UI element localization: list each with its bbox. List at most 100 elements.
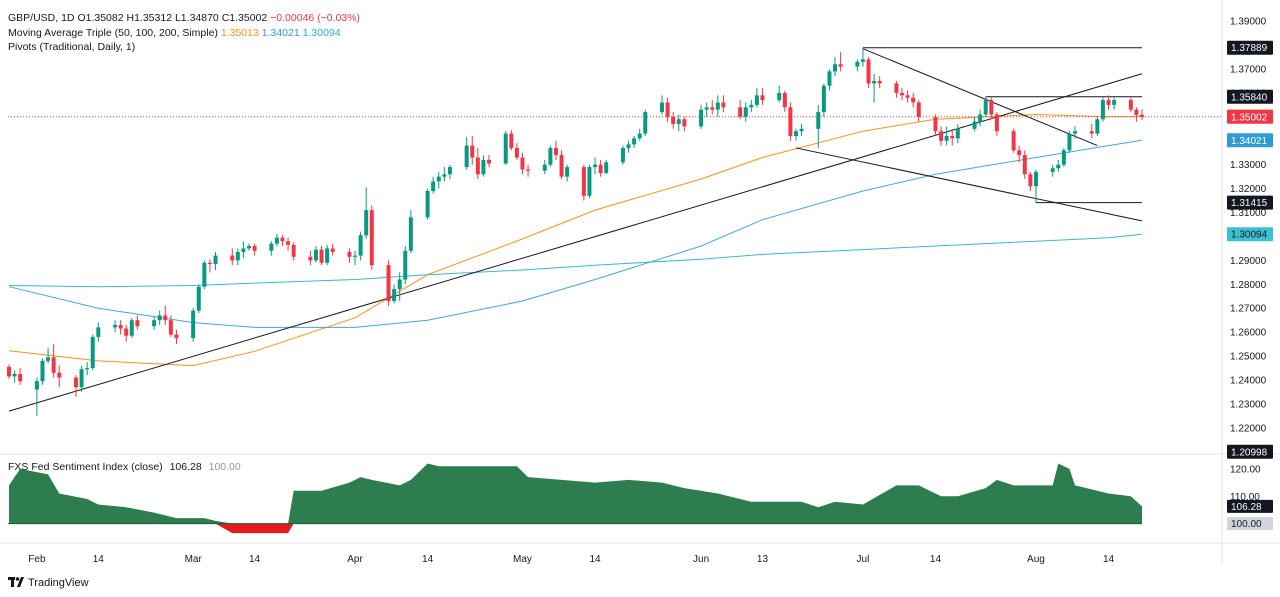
candle[interactable]: [565, 164, 570, 182]
candle[interactable]: [319, 246, 324, 266]
candle[interactable]: [939, 126, 944, 146]
candle[interactable]: [816, 104, 821, 148]
candle[interactable]: [436, 171, 441, 189]
candle[interactable]: [313, 246, 318, 263]
candle[interactable]: [989, 97, 994, 120]
candle[interactable]: [386, 260, 391, 306]
candle[interactable]: [152, 316, 157, 330]
candle[interactable]: [174, 329, 179, 345]
candle[interactable]: [464, 137, 469, 170]
candle[interactable]: [553, 140, 558, 160]
candle[interactable]: [168, 315, 173, 337]
candle[interactable]: [408, 210, 413, 254]
candle[interactable]: [743, 102, 748, 122]
candle[interactable]: [403, 246, 408, 285]
candle[interactable]: [1017, 145, 1022, 163]
candle[interactable]: [1056, 159, 1061, 172]
candle[interactable]: [325, 244, 330, 266]
candle[interactable]: [470, 135, 475, 165]
candle[interactable]: [660, 95, 665, 115]
candle[interactable]: [983, 96, 988, 117]
candle[interactable]: [637, 128, 642, 141]
candle[interactable]: [777, 85, 782, 103]
candle[interactable]: [1106, 95, 1111, 110]
candle[interactable]: [643, 109, 648, 136]
candle[interactable]: [514, 143, 519, 160]
candle[interactable]: [369, 205, 374, 270]
candles[interactable]: [7, 47, 1144, 416]
candle[interactable]: [191, 308, 196, 342]
trend-line[interactable]: [862, 48, 1098, 147]
candle[interactable]: [721, 95, 726, 113]
candle[interactable]: [632, 135, 637, 148]
candle[interactable]: [291, 242, 296, 261]
candle[interactable]: [1033, 169, 1038, 203]
candle[interactable]: [604, 159, 609, 175]
candle[interactable]: [860, 47, 865, 67]
candle[interactable]: [118, 320, 123, 335]
candle[interactable]: [855, 59, 860, 72]
candle[interactable]: [196, 284, 201, 314]
price-badge[interactable]: 1.30094: [1227, 227, 1273, 242]
candle[interactable]: [12, 370, 17, 383]
candle[interactable]: [57, 365, 62, 388]
trend-lines[interactable]: [8, 47, 1222, 412]
candle[interactable]: [241, 241, 246, 258]
candle[interactable]: [894, 80, 899, 98]
sentiment-legend[interactable]: FXS Fed Sentiment Index (close) 106.28 1…: [8, 461, 241, 473]
candle[interactable]: [1112, 97, 1117, 110]
candle[interactable]: [788, 102, 793, 141]
candle[interactable]: [916, 100, 921, 122]
candle[interactable]: [392, 284, 397, 304]
candle[interactable]: [950, 128, 955, 146]
candle[interactable]: [34, 377, 39, 416]
candle[interactable]: [994, 112, 999, 136]
candle[interactable]: [598, 159, 603, 177]
candle[interactable]: [872, 73, 877, 103]
candle[interactable]: [581, 164, 586, 201]
candle[interactable]: [7, 364, 11, 379]
candle[interactable]: [509, 130, 514, 151]
candle[interactable]: [866, 57, 871, 89]
candle[interactable]: [85, 362, 90, 376]
candle[interactable]: [593, 157, 598, 175]
candle[interactable]: [1061, 147, 1066, 168]
candle[interactable]: [933, 114, 938, 136]
candle[interactable]: [1028, 171, 1033, 192]
candle[interactable]: [18, 368, 23, 385]
price-badge[interactable]: 1.34021: [1227, 133, 1273, 148]
candle[interactable]: [353, 250, 358, 266]
price-badge[interactable]: 1.35002: [1227, 109, 1273, 124]
candle[interactable]: [246, 243, 251, 251]
candle[interactable]: [738, 100, 743, 120]
candle[interactable]: [754, 88, 759, 108]
candle[interactable]: [252, 243, 257, 256]
candle[interactable]: [715, 95, 720, 117]
candle[interactable]: [542, 159, 547, 175]
candle[interactable]: [799, 124, 804, 136]
candle[interactable]: [475, 147, 480, 180]
candle[interactable]: [1011, 128, 1016, 153]
candle[interactable]: [699, 104, 704, 129]
candle[interactable]: [286, 237, 291, 251]
candle[interactable]: [978, 109, 983, 127]
sentiment-badge[interactable]: 106.28: [1227, 499, 1273, 513]
candle[interactable]: [274, 234, 279, 247]
candle[interactable]: [364, 187, 369, 239]
candle[interactable]: [944, 126, 949, 146]
candle[interactable]: [526, 164, 531, 177]
candle[interactable]: [51, 344, 56, 378]
candle[interactable]: [782, 90, 787, 113]
candle[interactable]: [347, 248, 352, 263]
candle[interactable]: [972, 116, 977, 132]
candle[interactable]: [1022, 150, 1027, 180]
price-badge[interactable]: 1.35840: [1227, 89, 1273, 104]
price-badge[interactable]: 1.37889: [1227, 40, 1273, 55]
candle[interactable]: [486, 155, 491, 168]
candle[interactable]: [46, 347, 51, 364]
price-badge[interactable]: 1.31415: [1227, 195, 1273, 210]
trend-line[interactable]: [795, 147, 1143, 222]
candle[interactable]: [230, 248, 235, 266]
time-axis[interactable]: Feb 14 Mar 14 Apr 14 May 14 Jun 13 Jul 14 Aug 14: [28, 554, 1114, 565]
candle[interactable]: [911, 92, 916, 108]
